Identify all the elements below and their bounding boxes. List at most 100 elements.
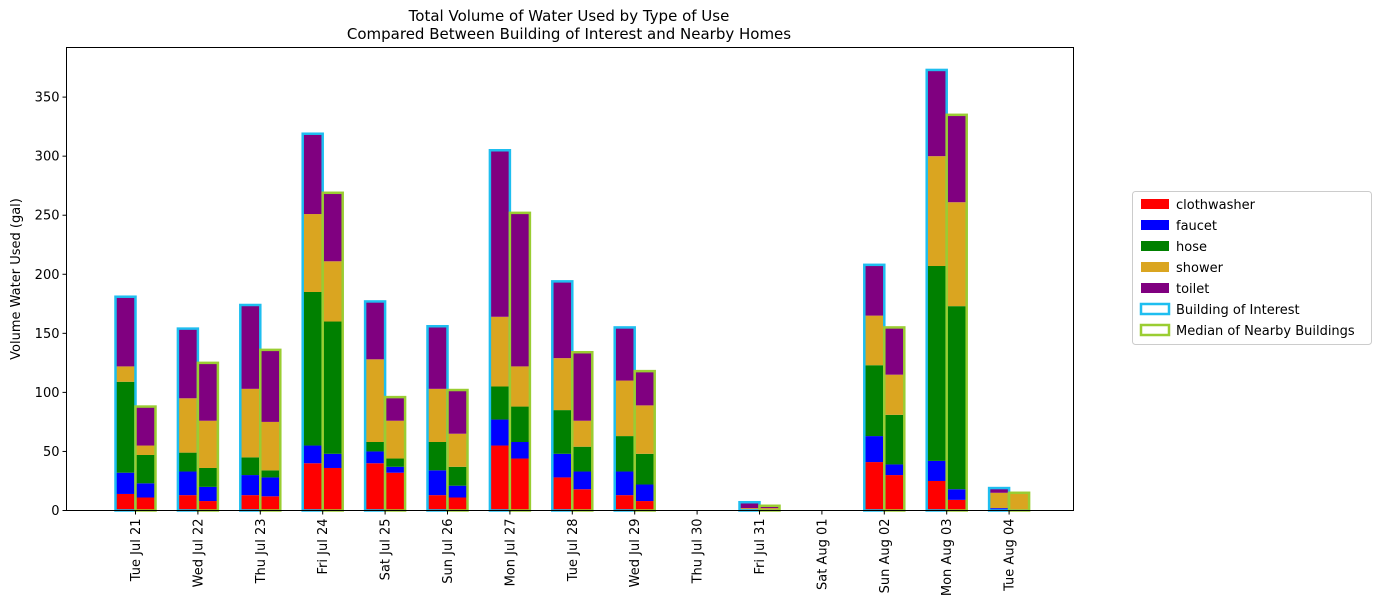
bar-segment-shower-building-of-interest [864,315,885,366]
bar-segment-faucet-building-of-interest [427,470,448,496]
bar-segment-toilet-building-of-interest [365,301,386,360]
x-tick-label: Fri Jul 24 [316,519,331,575]
y-tick-label: 150 [35,327,60,342]
bar-segment-shower-building-of-interest [739,508,760,510]
legend-swatch-median-of-nearby-buildings [1139,323,1171,337]
x-tick-label: Sat Jul 25 [379,519,394,581]
bar-segment-toilet-median-of-nearby-buildings [135,406,156,446]
bar-segment-clothwasher-median-of-nearby-buildings [260,496,281,511]
legend-label-building-of-interest: Building of Interest [1176,303,1300,318]
plot-frame [66,47,1074,511]
bar-segment-clothwasher-building-of-interest [177,495,198,511]
bar-segment-toilet-building-of-interest [115,296,136,367]
x-tick-label: Tue Jul 28 [566,519,581,583]
bar-segment-toilet-building-of-interest [989,488,1010,493]
bar-segment-toilet-building-of-interest [427,326,448,389]
bar-segment-clothwasher-building-of-interest [302,463,323,511]
bar-segment-faucet-median-of-nearby-buildings [322,453,343,468]
bar-segment-clothwasher-median-of-nearby-buildings [135,497,156,511]
bar-segment-clothwasher-building-of-interest [489,445,510,511]
bar-segment-shower-building-of-interest [115,366,136,382]
bar-segment-clothwasher-median-of-nearby-buildings [322,467,343,511]
bar-segment-hose-building-of-interest [177,452,198,472]
bar-segment-faucet-median-of-nearby-buildings [946,489,967,500]
bar-segment-toilet-median-of-nearby-buildings [197,362,218,421]
ticks-layer: Tue Jul 21 Wed Jul 22 Thu Jul 23 Fri Jul 24… [35,91,1018,597]
y-tick-label: 0 [51,504,59,519]
bar-segment-faucet-building-of-interest [489,419,510,446]
bar-segment-toilet-median-of-nearby-buildings [260,349,281,422]
bar-segment-hose-median-of-nearby-buildings [447,466,468,486]
bar-segment-clothwasher-median-of-nearby-buildings [197,501,218,511]
y-tick-label: 50 [43,445,60,460]
bar-segment-shower-building-of-interest [989,492,1010,509]
bar-segment-toilet-median-of-nearby-buildings [634,371,655,406]
bar-segment-faucet-building-of-interest [864,436,885,463]
bar-segment-shower-building-of-interest [240,388,261,458]
bar-segment-toilet-median-of-nearby-buildings [884,327,905,375]
bar-segment-hose-median-of-nearby-buildings [260,470,281,478]
bar-segment-hose-building-of-interest [302,291,323,446]
x-tick-label: Tue Jul 21 [129,519,144,583]
bar-segment-hose-building-of-interest [427,441,448,471]
bar-segment-faucet-building-of-interest [926,460,947,481]
bar-segment-faucet-median-of-nearby-buildings [385,466,406,473]
bar-segment-toilet-building-of-interest [302,133,323,215]
bar-segment-hose-building-of-interest [489,386,510,420]
bar-segment-toilet-median-of-nearby-buildings [322,192,343,262]
bar-segment-hose-building-of-interest [864,365,885,437]
bar-segment-clothwasher-building-of-interest [614,495,635,511]
y-axis-label: Volume Water Used (gal) [9,198,24,360]
bar-segment-shower-median-of-nearby-buildings [759,508,780,510]
x-tick-label: Sun Aug 02 [878,519,893,594]
chart-subtitle: Compared Between Building of Interest an… [347,25,791,43]
bar-segment-faucet-median-of-nearby-buildings [634,484,655,502]
bar-segment-hose-median-of-nearby-buildings [135,454,156,484]
bar-segment-shower-median-of-nearby-buildings [447,433,468,467]
x-tick-label: Mon Jul 27 [503,519,518,587]
bar-segment-clothwasher-building-of-interest [240,495,261,511]
bar-segment-clothwasher-building-of-interest [115,493,136,511]
bar-segment-shower-building-of-interest [365,359,386,442]
bar-segment-toilet-median-of-nearby-buildings [447,390,468,434]
y-tick-label: 100 [35,386,60,401]
bar-segment-faucet-median-of-nearby-buildings [509,441,530,459]
bar-segment-faucet-median-of-nearby-buildings [572,471,593,490]
bar-segment-clothwasher-median-of-nearby-buildings [634,501,655,511]
bar-segment-toilet-median-of-nearby-buildings [385,397,406,421]
bar-segment-shower-median-of-nearby-buildings [509,366,530,407]
bar-segment-clothwasher-median-of-nearby-buildings [447,497,468,511]
bar-segment-toilet-median-of-nearby-buildings [509,212,530,367]
bar-segment-clothwasher-building-of-interest [365,463,386,511]
y-tick-label: 200 [35,268,60,283]
x-tick-label: Thu Jul 30 [691,519,706,585]
legend-label-toilet: toilet [1176,282,1209,297]
bar-segment-faucet-median-of-nearby-buildings [135,483,156,498]
x-tick-label: Thu Jul 23 [254,519,269,585]
bar-segment-faucet-median-of-nearby-buildings [884,464,905,476]
x-tick-label: Wed Jul 29 [628,519,643,588]
bar-segment-faucet-building-of-interest [240,475,261,496]
bar-segment-toilet-building-of-interest [240,304,261,389]
bar-segment-shower-building-of-interest [552,358,573,411]
bar-segment-shower-median-of-nearby-buildings [322,261,343,322]
bar-segment-clothwasher-building-of-interest [427,495,448,511]
bar-segment-shower-median-of-nearby-buildings [197,420,218,468]
legend-swatch-shower [1141,262,1169,272]
bar-segment-hose-median-of-nearby-buildings [634,453,655,485]
bar-segment-hose-median-of-nearby-buildings [884,414,905,465]
bar-segment-clothwasher-median-of-nearby-buildings [509,458,530,511]
bar-segment-faucet-median-of-nearby-buildings [197,486,218,502]
bar-segment-toilet-building-of-interest [489,150,510,317]
bar-segment-hose-building-of-interest [552,410,573,454]
y-tick-label: 300 [35,150,60,165]
bar-segment-clothwasher-median-of-nearby-buildings [946,499,967,511]
bar-segment-clothwasher-median-of-nearby-buildings [884,475,905,511]
x-tick-label: Fri Jul 31 [753,519,768,575]
bar-segment-hose-building-of-interest [365,441,386,452]
bar-segment-clothwasher-building-of-interest [864,462,885,511]
x-tick-label: Sun Jul 26 [441,519,456,584]
legend-label-median-of-nearby-buildings: Median of Nearby Buildings [1176,324,1355,339]
bar-segment-shower-median-of-nearby-buildings [135,445,156,455]
